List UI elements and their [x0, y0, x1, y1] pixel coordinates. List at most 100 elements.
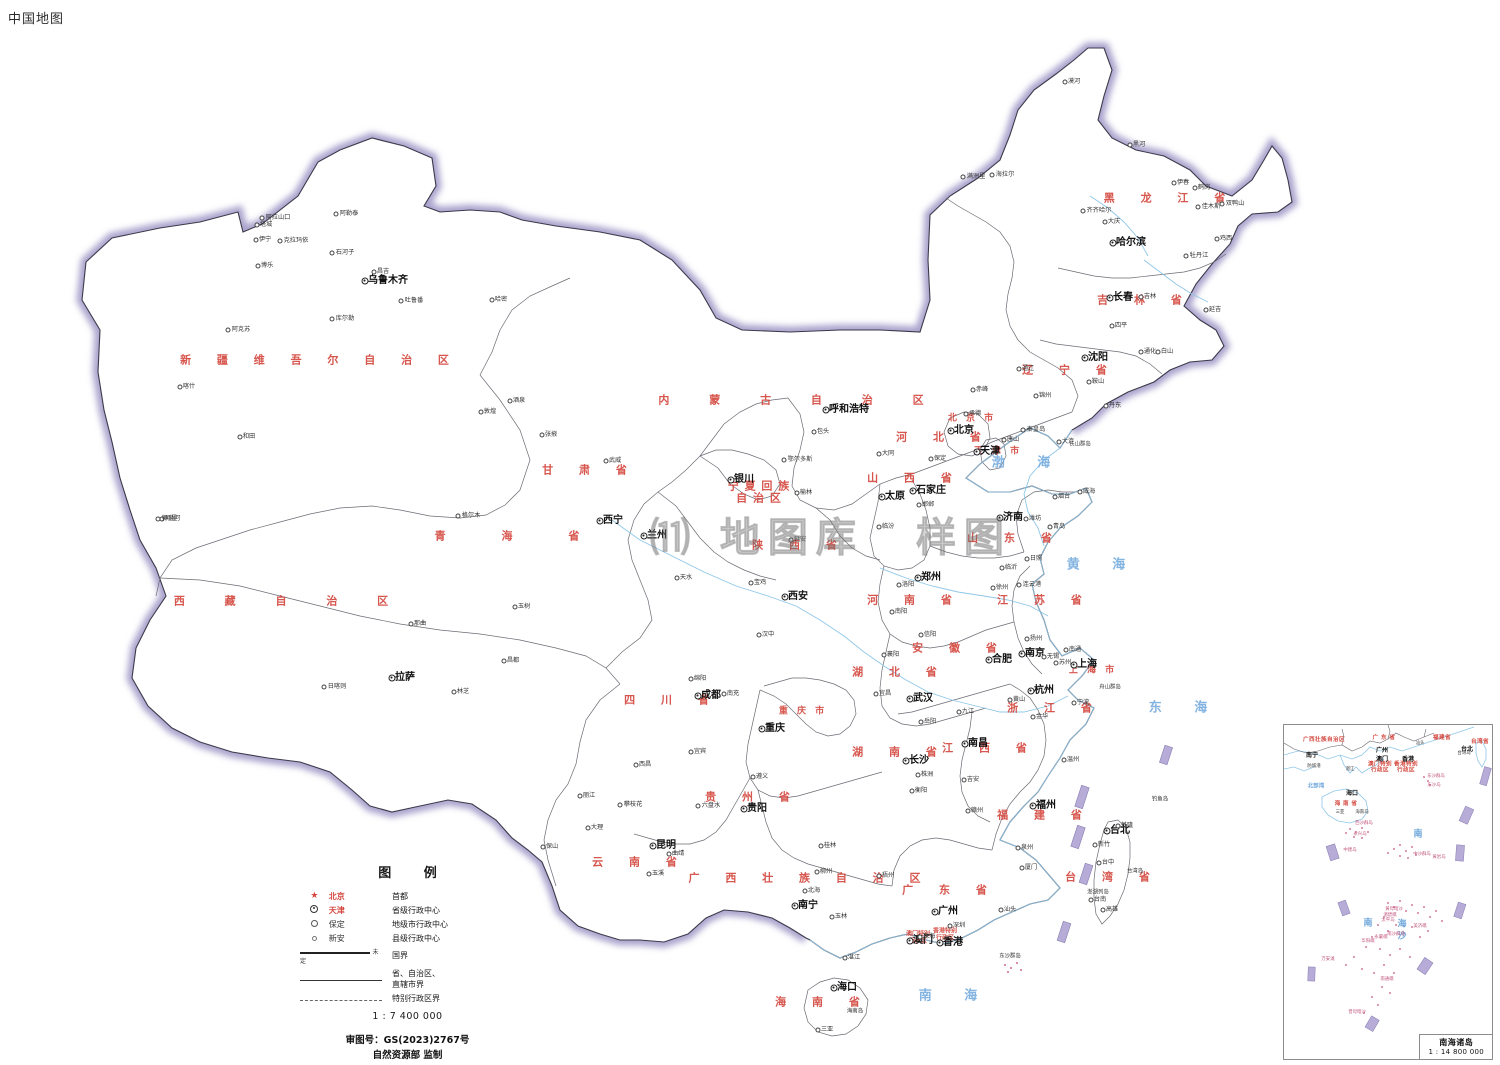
- city-marker: [881, 652, 887, 658]
- inset-nine-dash-line: [1307, 766, 1492, 1032]
- capital-city-marker: [1018, 650, 1026, 658]
- legend-description: 首都: [392, 891, 408, 901]
- city-marker: [1001, 437, 1007, 443]
- small-circle-icon: [311, 935, 317, 941]
- legend-symbol: [300, 931, 329, 945]
- city-marker: [1030, 714, 1036, 720]
- legend-row: 未定 国界: [300, 945, 448, 966]
- capital-city-marker: [361, 277, 369, 285]
- city-marker: [960, 174, 966, 180]
- city-marker: [1109, 323, 1115, 329]
- city-marker: [928, 456, 934, 462]
- city-marker: [873, 691, 879, 697]
- capital-city-marker: [640, 532, 648, 540]
- legend-description: 特别行政区界: [392, 993, 440, 1003]
- capital-city-marker: [1109, 239, 1117, 247]
- city-marker: [585, 825, 591, 831]
- city-marker: [1062, 79, 1068, 85]
- city-marker: [918, 632, 924, 638]
- city-marker: [829, 914, 835, 920]
- city-marker: [1063, 647, 1069, 653]
- city-marker: [451, 689, 457, 695]
- city-marker: [155, 516, 161, 522]
- city-marker: [1019, 865, 1025, 871]
- city-marker: [889, 609, 895, 615]
- island-dots: [1004, 962, 1022, 973]
- capital-city-marker: [931, 908, 939, 916]
- city-marker: [965, 808, 971, 814]
- inset-hainan: [1321, 788, 1369, 824]
- city-marker: [956, 709, 962, 715]
- review-number: 审图号：GS(2023)2767号: [345, 1035, 470, 1046]
- capital-city-marker: [791, 902, 799, 910]
- city-marker: [512, 604, 518, 610]
- capital-city-marker: [694, 692, 702, 700]
- legend-description: 国界: [392, 951, 408, 960]
- city-marker: [501, 658, 507, 664]
- legend-sample-name: 未定: [300, 948, 379, 965]
- legend-description: 省、自治区、 直辖市界: [392, 968, 440, 989]
- inset-scale: 1 : 14 800 000: [1428, 1048, 1484, 1056]
- dashed-line-icon: [300, 999, 382, 1001]
- city-marker: [1092, 842, 1098, 848]
- city-marker: [489, 297, 495, 303]
- city-marker: [1138, 294, 1144, 300]
- capital-city-marker: [1081, 354, 1089, 362]
- circle-icon: [310, 919, 318, 927]
- city-marker: [1056, 439, 1062, 445]
- capital-city-marker: [1027, 687, 1035, 695]
- city-marker: [398, 298, 404, 304]
- city-marker: [1183, 253, 1189, 259]
- city-marker: [1195, 204, 1201, 210]
- city-marker: [225, 327, 231, 333]
- city-marker: [1007, 697, 1013, 703]
- city-marker: [1016, 366, 1022, 372]
- legend-row: 特别行政区界: [300, 991, 448, 1005]
- south-china-sea-inset: 广西壮族自治区广 东 省福建省 台湾省海 南 省澳门特别 行政区 香港特别 行政区 南宁广…: [1283, 724, 1493, 1060]
- inset-province-borders: [1284, 725, 1435, 754]
- city-marker: [333, 211, 339, 217]
- inset-title: 南海诸岛: [1439, 1038, 1474, 1047]
- city-marker: [788, 537, 794, 543]
- city-marker: [876, 451, 882, 457]
- city-marker: [963, 411, 969, 417]
- capital-city-marker: [947, 427, 955, 435]
- legend-sample-name: 保定: [328, 919, 345, 929]
- capital-city-marker: [1029, 802, 1037, 810]
- city-marker: [721, 691, 727, 697]
- city-marker: [633, 762, 639, 768]
- capital-city-marker: [740, 805, 748, 813]
- legend-symbol: [300, 917, 329, 931]
- city-marker: [1219, 201, 1225, 207]
- legend-row: 保定 地级市行政中心: [300, 917, 448, 931]
- city-marker: [1115, 823, 1121, 829]
- capital-city-marker: [649, 842, 657, 850]
- legend-symbol: ★: [300, 889, 329, 903]
- city-marker: [1127, 142, 1133, 148]
- thick-line-icon: [300, 951, 370, 954]
- legend-description: 省级行政中心: [392, 905, 440, 915]
- legend-symbol: [300, 991, 382, 1005]
- capital-city-marker: [936, 939, 944, 947]
- city-marker: [674, 575, 680, 581]
- capital-city-marker: [996, 514, 1004, 522]
- legend-symbol: 未定: [300, 945, 382, 966]
- capital-city-marker: [1103, 827, 1111, 835]
- city-marker: [237, 434, 243, 440]
- city-marker: [666, 851, 672, 857]
- rivers: [611, 195, 1209, 713]
- city-marker: [1138, 349, 1144, 355]
- city-marker: [603, 458, 609, 464]
- city-marker: [896, 582, 902, 588]
- city-marker: [842, 955, 848, 961]
- capital-city-marker: [909, 487, 917, 495]
- city-marker: [1192, 185, 1198, 191]
- legend-row: 天津 省级行政中心: [300, 903, 448, 917]
- city-marker: [909, 788, 915, 794]
- city-marker: [255, 263, 261, 269]
- city-marker: [321, 684, 327, 690]
- legend-row: 新安 县级行政中心: [300, 931, 448, 945]
- legend-sample-name: 天津: [328, 905, 345, 915]
- legend-symbol: [300, 903, 329, 917]
